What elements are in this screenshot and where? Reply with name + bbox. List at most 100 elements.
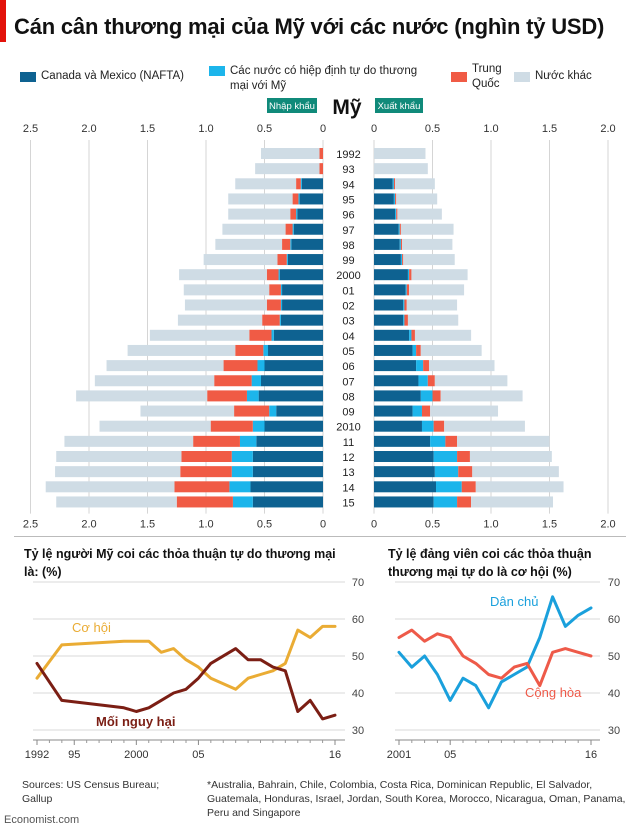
bar-import-other-98	[215, 238, 283, 250]
bar-export-fta-07	[418, 375, 428, 387]
bar-import-fta-02	[280, 299, 283, 311]
bar-import-fta-01	[280, 284, 283, 296]
bar-export-nafta-96	[374, 208, 396, 220]
bar-export-other-03	[407, 314, 459, 326]
bar-import-other-1992	[260, 148, 320, 159]
bar-export-other-99	[403, 254, 455, 266]
year-label-04: 04	[342, 331, 354, 343]
bar-export-fta-13	[434, 466, 459, 478]
bar-import-nafta-01	[282, 284, 323, 296]
label-republicans: Cộng hòa	[525, 685, 582, 700]
bar-import-other-02	[184, 299, 267, 311]
s2-xtick-1: 05	[444, 749, 456, 761]
year-label-98: 98	[342, 240, 354, 252]
export-label-box	[375, 98, 423, 113]
section-divider	[14, 536, 626, 537]
accent-bar	[0, 0, 6, 42]
s1-line-opportunity	[35, 624, 337, 691]
bar-import-nafta-2010	[264, 420, 323, 432]
bar-import-nafta-96	[297, 208, 323, 220]
tick-top-left-2.0: 2.0	[81, 123, 96, 135]
bar-import-other-13	[55, 466, 181, 478]
year-label-2000: 2000	[336, 270, 360, 282]
bar-import-fta-05	[263, 344, 269, 356]
year-label-94: 94	[342, 179, 354, 191]
bar-import-fta-08	[246, 390, 259, 402]
tick-top-right-0.5: 0.5	[425, 123, 440, 135]
s2-ytick-30: 30	[608, 725, 620, 737]
sources: Sources: US Census Bureau; Gallup	[22, 778, 159, 806]
bar-import-other-96	[228, 208, 291, 220]
opportunity-threat-chart: Tỷ lệ người Mỹ coi các thỏa thuận tự do …	[24, 547, 364, 761]
bar-export-fta-03	[403, 314, 405, 326]
bar-export-nafta-12	[374, 451, 434, 462]
bar-export-nafta-09	[374, 405, 413, 417]
year-label-09: 09	[342, 407, 354, 419]
bar-import-fta-98	[290, 238, 292, 250]
bar-import-china-09	[234, 405, 270, 417]
year-label-07: 07	[342, 376, 354, 388]
footnote: *Australia, Bahrain, Chile, Colombia, Co…	[207, 779, 626, 819]
bar-import-fta-14	[229, 481, 251, 493]
bar-import-fta-11	[239, 435, 257, 447]
bar-import-other-09	[140, 405, 235, 417]
year-label-95: 95	[342, 194, 354, 206]
bar-import-nafta-02	[282, 299, 323, 311]
bar-export-nafta-05	[374, 344, 413, 356]
legend-swatch-china	[451, 72, 467, 82]
bar-export-nafta-14	[374, 481, 437, 493]
bar-import-nafta-07	[260, 375, 323, 387]
bar-import-nafta-15	[252, 496, 323, 508]
bar-import-fta-15	[232, 496, 253, 508]
bar-import-other-95	[228, 193, 293, 205]
tick-top-left-0.5: 0.5	[257, 123, 272, 135]
tick-bottom-right-1.0: 1.0	[483, 519, 498, 531]
tick-bottom-right-1.5: 1.5	[542, 519, 557, 531]
year-label-06: 06	[342, 361, 354, 373]
bar-export-fta-02	[403, 299, 405, 311]
bar-import-china-2000	[266, 269, 279, 281]
bar-import-fta-95	[298, 193, 300, 205]
tick-top-left-1.5: 1.5	[140, 123, 155, 135]
bar-import-nafta-03	[280, 314, 323, 326]
bar-export-other-93	[374, 163, 428, 175]
s1-ytick-60: 60	[352, 614, 364, 626]
bar-export-nafta-06	[374, 360, 417, 372]
tick-bottom-left-2.5: 2.5	[23, 519, 38, 531]
year-label-11: 11	[343, 437, 354, 449]
label-democrats: Dân chủ	[490, 594, 538, 609]
bar-import-other-2000	[179, 269, 267, 281]
bar-import-fta-12	[231, 451, 253, 462]
bar-export-nafta-07	[374, 375, 419, 387]
bar-import-nafta-2000	[279, 269, 323, 281]
small1-title-line2: là: (%)	[24, 565, 62, 579]
s2-xtick-0: 2001	[387, 749, 411, 761]
bar-export-other-97	[400, 223, 454, 235]
s1-ytick-40: 40	[352, 688, 364, 700]
bar-export-other-95	[396, 193, 438, 205]
year-label-08: 08	[342, 391, 354, 403]
s1-xtick-3: 05	[192, 749, 204, 761]
bar-import-nafta-98	[291, 238, 323, 250]
bar-export-nafta-2000	[374, 269, 408, 281]
legend-item-nafta: Canada và Mexico (NAFTA)	[20, 70, 184, 82]
bar-export-nafta-15	[374, 496, 434, 508]
bar-export-nafta-97	[374, 223, 399, 235]
bar-export-china-06	[423, 360, 429, 372]
bar-import-fta-03	[279, 314, 281, 326]
year-label-1992: 1992	[336, 149, 360, 161]
bar-import-fta-97	[292, 223, 294, 235]
import-label: Nhập khẩu	[269, 101, 315, 112]
bar-import-china-02	[266, 299, 281, 311]
bar-export-fta-2010	[421, 420, 434, 432]
s1-ytick-30: 30	[352, 725, 364, 737]
bar-export-other-09	[430, 405, 499, 417]
bar-export-fta-09	[412, 405, 422, 417]
bar-import-nafta-95	[299, 193, 323, 205]
bar-import-china-97	[285, 223, 293, 235]
tick-top-right-2.0: 2.0	[600, 123, 615, 135]
s2-ytick-40: 40	[608, 688, 620, 700]
year-label-99: 99	[342, 255, 354, 267]
bar-export-china-15	[457, 496, 472, 508]
s2-ytick-60: 60	[608, 614, 620, 626]
